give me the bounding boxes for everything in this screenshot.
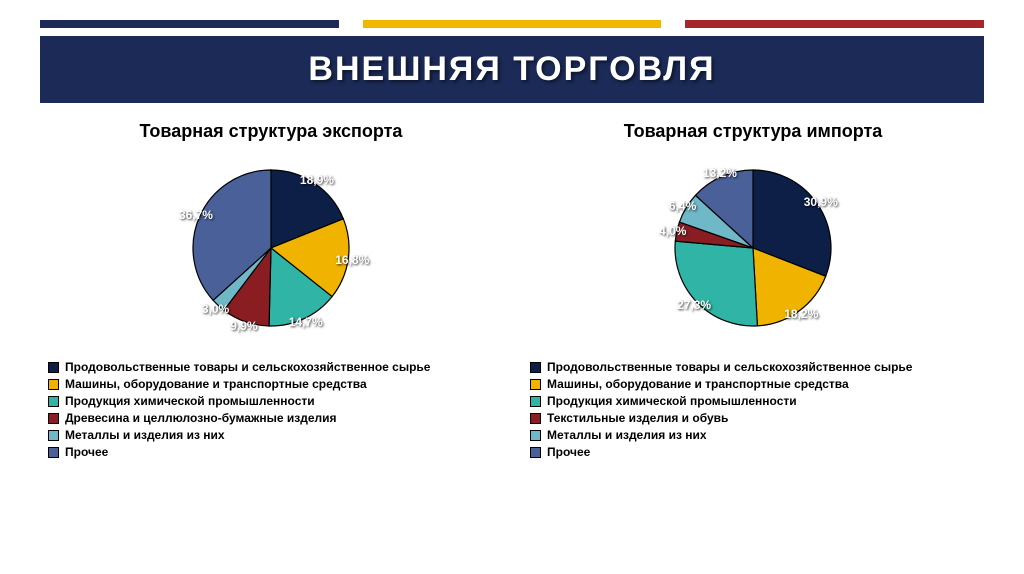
legend-swatch xyxy=(48,362,59,373)
title-band: ВНЕШНЯЯ ТОРГОВЛЯ xyxy=(40,36,984,103)
legend-item: Древесина и целлюлозно-бумажные изделия xyxy=(48,411,430,425)
slice-value-label: 18,9% xyxy=(300,173,334,187)
legend-item: Продукция химической промышленности xyxy=(530,394,912,408)
slice-value-label: 4,0% xyxy=(659,224,686,238)
legend-swatch xyxy=(48,379,59,390)
legend-label: Машины, оборудование и транспортные сред… xyxy=(65,377,367,391)
pie-slice xyxy=(675,241,757,326)
pie-chart: 18,9% 16,8% 14,7% 9,9%3,0% 36,7% xyxy=(171,148,371,348)
legend-label: Металлы и изделия из них xyxy=(547,428,707,442)
legend-label: Древесина и целлюлозно-бумажные изделия xyxy=(65,411,337,425)
legend-item: Машины, оборудование и транспортные сред… xyxy=(530,377,912,391)
legend-item: Прочее xyxy=(48,445,430,459)
legend-label: Прочее xyxy=(547,445,590,459)
legend-swatch xyxy=(48,413,59,424)
legend-swatch xyxy=(48,430,59,441)
legend-label: Металлы и изделия из них xyxy=(65,428,225,442)
export-chart: Товарная структура экспорта 18,9% 16,8% 14,… xyxy=(40,121,502,462)
legend-item: Продукция химической промышленности xyxy=(48,394,430,408)
legend-item: Продовольственные товары и сельскохозяйс… xyxy=(530,360,912,374)
pie-chart: 30,9% 18,2% 27,3% 4,0% 6,4% 13,2% xyxy=(653,148,853,348)
top-accent-bars xyxy=(0,0,1024,36)
slice-value-label: 36,7% xyxy=(179,208,213,222)
legend-label: Продовольственные товары и сельскохозяйс… xyxy=(65,360,430,374)
legend-swatch xyxy=(530,413,541,424)
legend-swatch xyxy=(530,362,541,373)
slice-value-label: 18,2% xyxy=(784,307,818,321)
chart-title: Товарная структура импорта xyxy=(624,121,883,142)
accent-bar-1 xyxy=(40,20,339,28)
legend-item: Машины, оборудование и транспортные сред… xyxy=(48,377,430,391)
slice-value-label: 27,3% xyxy=(677,298,711,312)
page-title: ВНЕШНЯЯ ТОРГОВЛЯ xyxy=(308,50,715,88)
legend-swatch xyxy=(530,447,541,458)
legend-swatch xyxy=(48,396,59,407)
chart-title: Товарная структура экспорта xyxy=(140,121,403,142)
legend-item: Прочее xyxy=(530,445,912,459)
legend-swatch xyxy=(530,430,541,441)
slice-value-label: 14,7% xyxy=(289,315,323,329)
legend-label: Продукция химической промышленности xyxy=(547,394,797,408)
legend-item: Продовольственные товары и сельскохозяйс… xyxy=(48,360,430,374)
legend-label: Машины, оборудование и транспортные сред… xyxy=(547,377,849,391)
accent-bar-2 xyxy=(363,20,662,28)
legend-swatch xyxy=(530,379,541,390)
legend-label: Продовольственные товары и сельскохозяйс… xyxy=(547,360,912,374)
legend-swatch xyxy=(530,396,541,407)
legend: Продовольственные товары и сельскохозяйс… xyxy=(40,360,430,462)
legend-label: Продукция химической промышленности xyxy=(65,394,315,408)
legend-item: Текстильные изделия и обувь xyxy=(530,411,912,425)
legend: Продовольственные товары и сельскохозяйс… xyxy=(522,360,912,462)
legend-swatch xyxy=(48,447,59,458)
legend-label: Текстильные изделия и обувь xyxy=(547,411,728,425)
charts-row: Товарная структура экспорта 18,9% 16,8% 14,… xyxy=(0,103,1024,462)
slice-value-label: 3,0% xyxy=(202,302,229,316)
slice-value-label: 13,2% xyxy=(703,166,737,180)
slice-value-label: 9,9% xyxy=(230,319,257,333)
slice-value-label: 16,8% xyxy=(335,253,369,267)
import-chart: Товарная структура импорта 30,9% 18,2% 27,3… xyxy=(522,121,984,462)
accent-bar-3 xyxy=(685,20,984,28)
legend-item: Металлы и изделия из них xyxy=(48,428,430,442)
slice-value-label: 6,4% xyxy=(669,199,696,213)
legend-item: Металлы и изделия из них xyxy=(530,428,912,442)
slice-value-label: 30,9% xyxy=(804,195,838,209)
legend-label: Прочее xyxy=(65,445,108,459)
